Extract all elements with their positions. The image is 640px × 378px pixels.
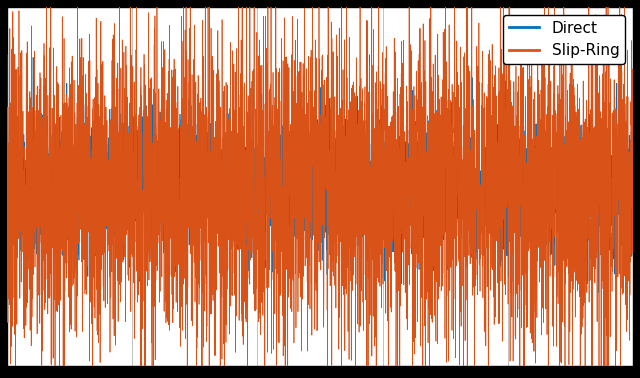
Line: Direct: Direct [7, 55, 633, 295]
Slip-Ring [410, 352, 418, 356]
Direct [3, 167, 11, 172]
Legend: Direct, Slip-Ring: Direct, Slip-Ring [502, 15, 625, 64]
Slip-Ring [629, 248, 637, 253]
Direct [470, 251, 478, 256]
Line: Slip-Ring: Slip-Ring [7, 0, 633, 378]
Slip-Ring [518, 228, 525, 233]
Direct [518, 132, 525, 136]
Slip-Ring [117, 300, 125, 304]
Slip-Ring [379, 50, 387, 55]
Slip-Ring [243, 219, 250, 223]
Slip-Ring [470, 166, 478, 170]
Direct [36, 293, 44, 297]
Direct [365, 53, 373, 57]
Slip-Ring [3, 53, 11, 57]
Direct [379, 248, 387, 253]
Direct [117, 112, 125, 116]
Direct [629, 212, 637, 217]
Direct [410, 149, 418, 153]
Direct [243, 109, 250, 114]
